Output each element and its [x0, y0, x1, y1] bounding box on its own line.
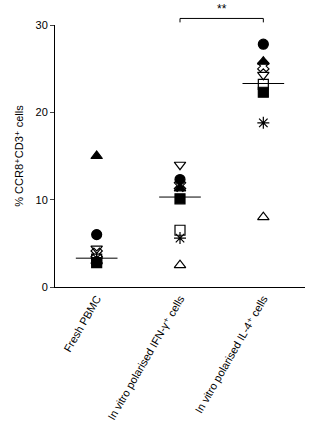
- svg-text:Fresh PBMC: Fresh PBMC: [61, 293, 103, 354]
- svg-text:% CCR8⁺CD3⁺ cells: % CCR8⁺CD3⁺ cells: [13, 105, 25, 207]
- svg-text:20: 20: [36, 106, 48, 118]
- svg-text:0: 0: [42, 281, 48, 293]
- svg-text:**: **: [217, 2, 227, 16]
- svg-text:In vitro polarised IFN-γ⁺ cell: In vitro polarised IFN-γ⁺ cells: [105, 293, 186, 422]
- svg-text:10: 10: [36, 194, 48, 206]
- svg-text:30: 30: [36, 19, 48, 31]
- svg-text:In vitro polarised IL-4⁺ cells: In vitro polarised IL-4⁺ cells: [193, 293, 270, 415]
